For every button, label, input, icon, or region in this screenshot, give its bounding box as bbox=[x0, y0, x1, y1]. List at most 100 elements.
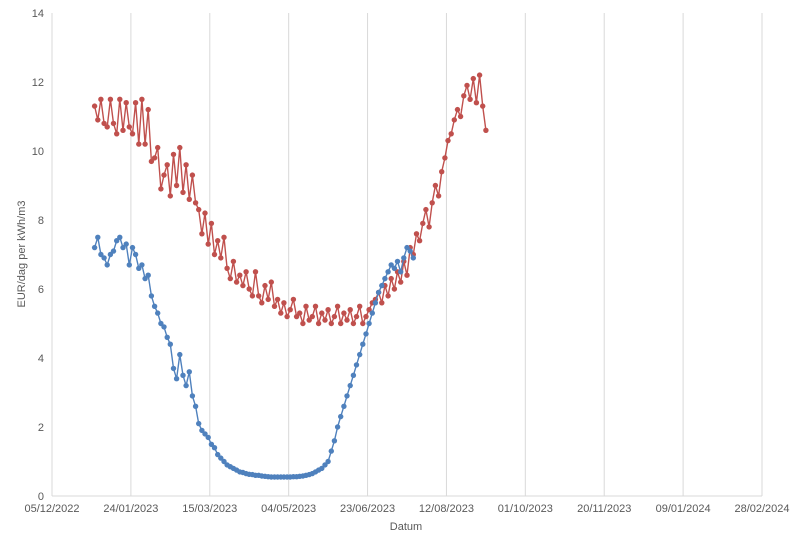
data-point bbox=[293, 313, 300, 320]
data-point bbox=[309, 313, 315, 320]
data-point bbox=[407, 248, 413, 254]
data-point bbox=[126, 262, 132, 268]
data-point bbox=[328, 448, 334, 454]
data-point bbox=[240, 282, 246, 289]
data-point bbox=[360, 341, 366, 347]
data-point bbox=[268, 279, 274, 285]
data-point bbox=[366, 320, 372, 327]
data-point bbox=[325, 307, 331, 313]
data-point bbox=[136, 141, 142, 147]
data-point bbox=[110, 248, 117, 254]
data-point bbox=[151, 155, 158, 161]
data-point bbox=[139, 262, 145, 268]
data-point bbox=[334, 424, 341, 430]
data-point bbox=[379, 282, 385, 289]
data-point bbox=[205, 241, 211, 247]
y-tick-label: 12 bbox=[32, 77, 44, 89]
data-point bbox=[398, 279, 404, 285]
x-tick-label: 24/01/2023 bbox=[103, 503, 158, 515]
data-point bbox=[117, 96, 123, 103]
data-point bbox=[202, 431, 208, 437]
data-point bbox=[256, 293, 262, 299]
data-point bbox=[215, 451, 221, 458]
data-point bbox=[148, 293, 155, 299]
x-axis-ticks: 05/12/2022 24/01/2023 15/03/2023 04/05/2023… bbox=[24, 503, 789, 515]
data-point bbox=[95, 234, 101, 240]
data-point bbox=[467, 96, 473, 103]
data-point bbox=[369, 310, 375, 316]
data-point bbox=[145, 106, 151, 113]
data-point bbox=[391, 265, 398, 271]
data-point bbox=[457, 113, 464, 120]
data-point bbox=[274, 296, 281, 303]
data-point bbox=[161, 324, 167, 330]
data-point bbox=[173, 182, 180, 189]
data-point bbox=[139, 96, 145, 103]
x-tick-label: 23/06/2023 bbox=[340, 503, 395, 515]
x-tick-label: 09/01/2024 bbox=[656, 503, 711, 515]
data-point bbox=[331, 313, 338, 320]
data-point bbox=[167, 341, 173, 347]
data-point bbox=[322, 317, 328, 323]
data-point bbox=[151, 303, 158, 309]
data-point bbox=[388, 275, 394, 282]
data-point bbox=[170, 365, 177, 372]
data-point bbox=[319, 465, 325, 472]
data-point bbox=[167, 193, 173, 199]
data-point bbox=[249, 293, 256, 299]
data-point bbox=[196, 420, 202, 427]
data-point bbox=[164, 334, 170, 340]
data-point bbox=[221, 234, 227, 240]
data-point bbox=[357, 303, 363, 309]
x-tick-label: 01/10/2023 bbox=[498, 503, 553, 515]
data-point bbox=[473, 100, 480, 106]
y-tick-label: 2 bbox=[38, 422, 44, 434]
chart-grid bbox=[51, 13, 763, 496]
data-point bbox=[300, 320, 306, 327]
data-point bbox=[281, 300, 287, 306]
data-point bbox=[429, 200, 435, 206]
y-axis-label: EUR/dag per kWh/m3 bbox=[16, 201, 28, 308]
x-tick-label: 05/12/2022 bbox=[24, 503, 79, 515]
data-point bbox=[208, 220, 215, 227]
data-point bbox=[315, 320, 322, 327]
data-point bbox=[287, 307, 293, 313]
data-point bbox=[404, 272, 410, 278]
data-point bbox=[123, 241, 129, 247]
data-point bbox=[385, 269, 391, 275]
data-point bbox=[218, 455, 224, 461]
data-point bbox=[464, 82, 470, 89]
data-point bbox=[110, 120, 117, 127]
data-point bbox=[155, 144, 161, 151]
data-point bbox=[423, 206, 429, 213]
x-tick-label: 12/08/2023 bbox=[419, 503, 474, 515]
data-point bbox=[334, 303, 341, 309]
data-point bbox=[205, 434, 211, 441]
data-point bbox=[439, 169, 445, 175]
data-point bbox=[394, 258, 401, 265]
data-point bbox=[91, 244, 98, 251]
data-point bbox=[344, 393, 350, 399]
data-point bbox=[101, 255, 107, 261]
data-point bbox=[180, 189, 186, 196]
data-point bbox=[363, 331, 369, 337]
data-point bbox=[461, 93, 467, 99]
data-point bbox=[435, 193, 442, 199]
data-point bbox=[372, 300, 379, 306]
data-point bbox=[192, 403, 199, 409]
data-point bbox=[211, 251, 218, 258]
data-point bbox=[432, 182, 439, 189]
data-point bbox=[312, 303, 319, 309]
data-point bbox=[341, 310, 347, 316]
data-point bbox=[259, 300, 265, 306]
data-point bbox=[177, 144, 183, 151]
data-point bbox=[357, 351, 363, 358]
data-point bbox=[215, 238, 221, 244]
chart-series bbox=[91, 72, 489, 480]
data-point bbox=[126, 124, 132, 130]
data-point bbox=[331, 438, 338, 444]
data-point bbox=[98, 96, 104, 103]
data-point bbox=[155, 310, 161, 316]
data-point bbox=[476, 72, 483, 78]
data-point bbox=[189, 172, 196, 178]
